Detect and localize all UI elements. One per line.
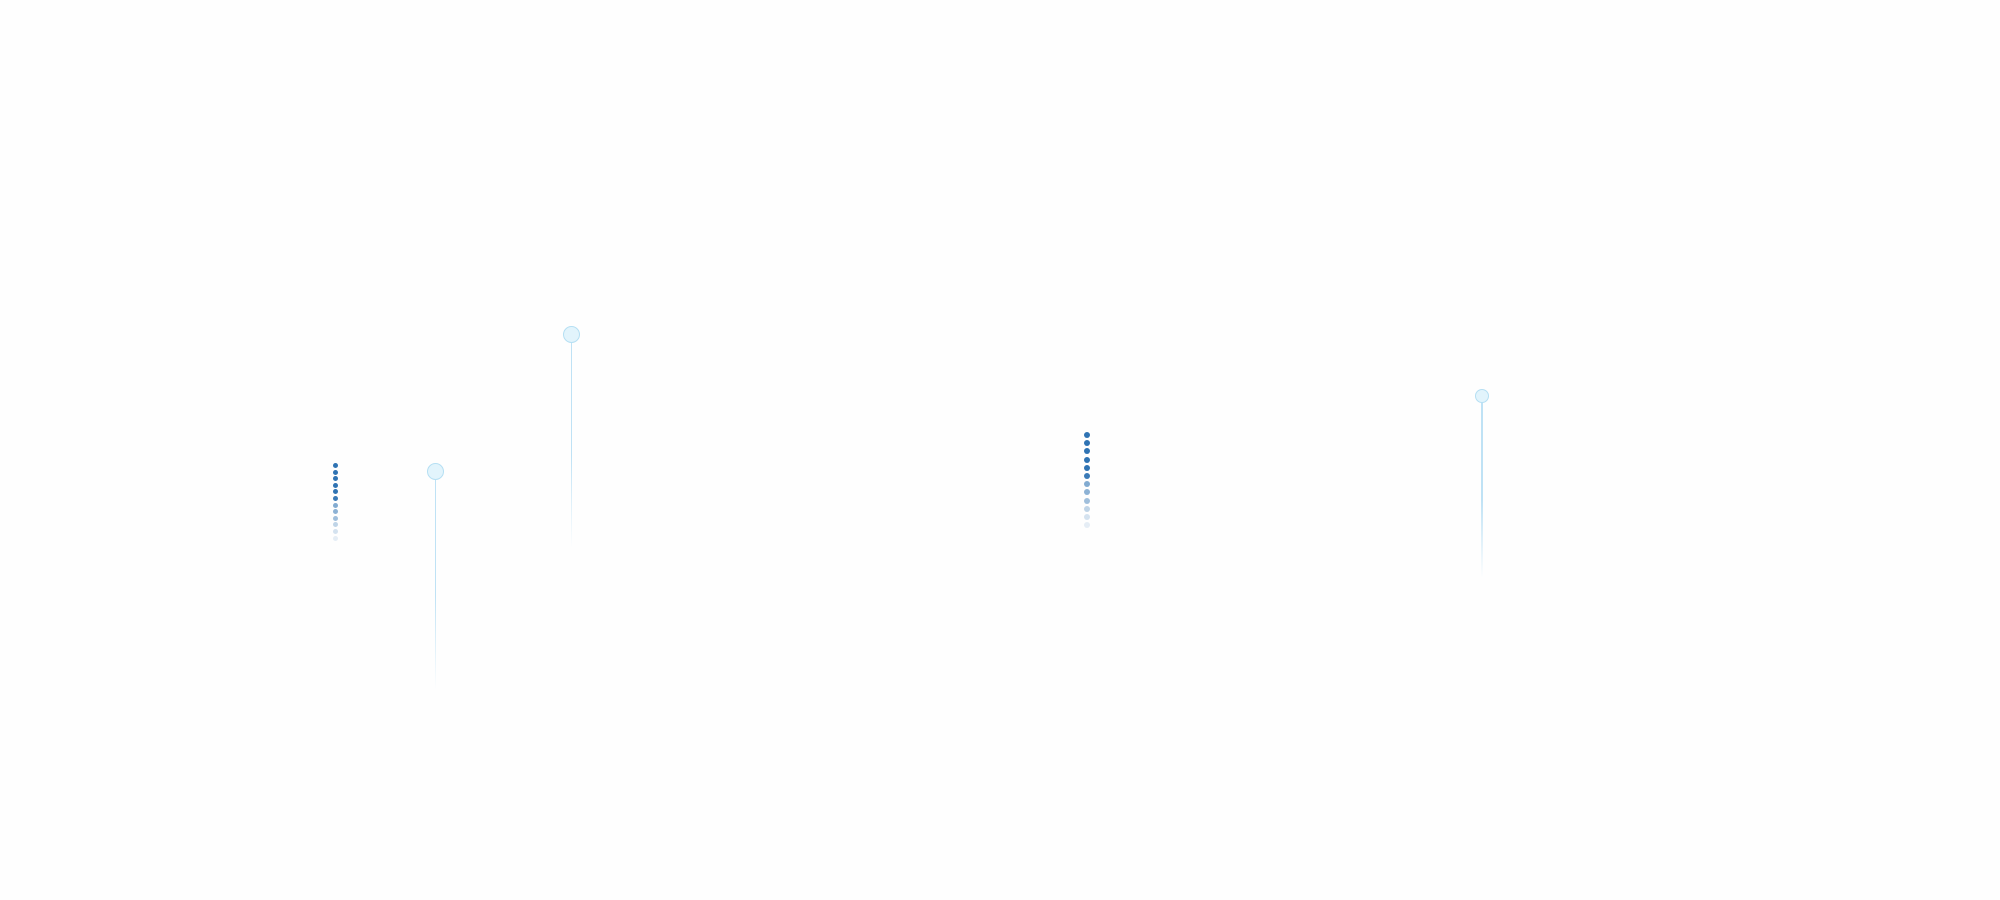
pin-circle-icon: [1475, 389, 1489, 403]
pin-line: [1481, 403, 1483, 578]
loading-dot: [1084, 497, 1090, 504]
loading-dot: [333, 476, 338, 482]
pin-marker-3: [1475, 389, 1489, 578]
loading-dot: [333, 528, 338, 534]
loading-dot: [1084, 456, 1090, 463]
pin-circle-icon: [427, 463, 444, 480]
loading-dot: [333, 489, 338, 495]
loading-dot: [1084, 522, 1090, 529]
loading-dot: [1084, 489, 1090, 496]
loading-dot: [1084, 432, 1090, 438]
pin-circle-icon: [563, 326, 580, 343]
loading-dot: [1084, 513, 1090, 520]
pin-line: [434, 480, 437, 690]
loading-dot: [333, 463, 338, 468]
loading-dot: [333, 522, 338, 528]
loading-dot: [333, 469, 338, 475]
loading-dot: [333, 482, 338, 488]
pin-line: [570, 343, 573, 548]
loading-dot: [333, 515, 338, 521]
loading-dot: [333, 509, 338, 515]
loading-dot: [1084, 440, 1090, 447]
loading-dots-center: [1084, 432, 1090, 529]
loading-dot: [1084, 505, 1090, 512]
loading-dot: [333, 535, 338, 541]
loading-dot: [1084, 472, 1090, 479]
loading-dot: [1084, 448, 1090, 455]
pin-marker-1: [427, 463, 444, 690]
loading-dot: [333, 495, 338, 501]
loading-dot: [333, 502, 338, 508]
loading-dots-left: [333, 463, 338, 541]
loading-dot: [1084, 481, 1090, 488]
loading-dot: [1084, 464, 1090, 471]
pin-marker-2: [563, 326, 580, 548]
